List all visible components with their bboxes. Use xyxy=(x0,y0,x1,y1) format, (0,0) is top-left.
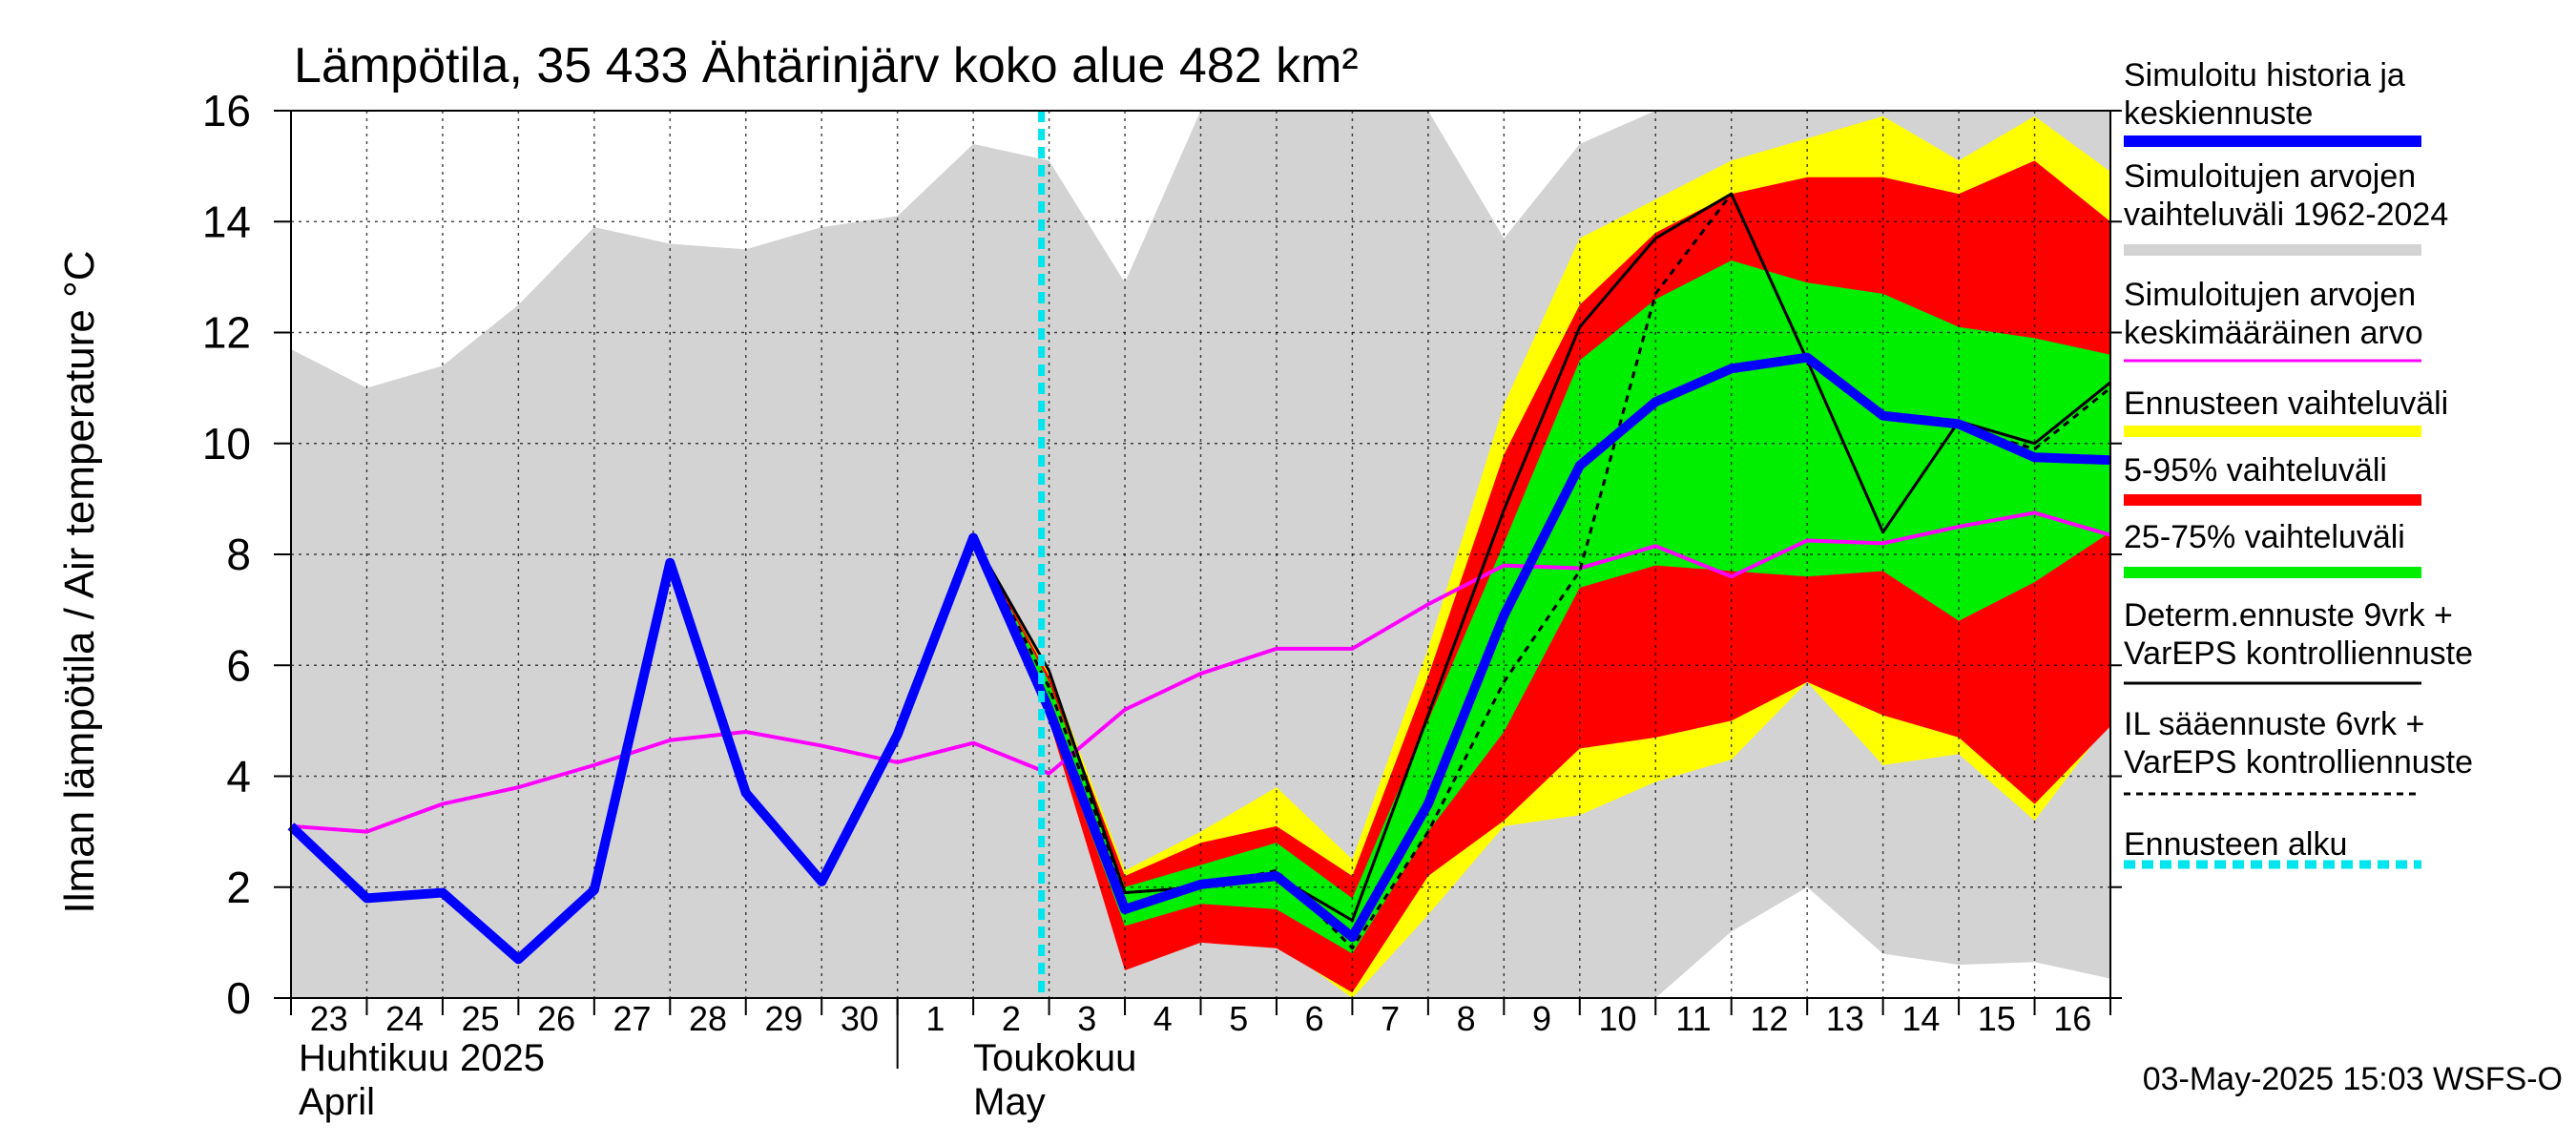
x-tick-label: 3 xyxy=(1077,999,1096,1038)
y-tick-label: 10 xyxy=(202,419,251,468)
y-tick-label: 8 xyxy=(226,530,251,579)
y-tick-label: 2 xyxy=(226,863,251,912)
legend-label: Simuloitujen arvojen xyxy=(2124,158,2416,195)
month-label-fi: Huhtikuu 2025 xyxy=(299,1037,545,1079)
y-tick-label: 4 xyxy=(226,752,251,802)
x-tick-label: 2 xyxy=(1002,999,1021,1038)
x-tick-label: 15 xyxy=(1978,999,2016,1038)
chart-title: Lämpötila, 35 433 Ähtärinjärv koko alue … xyxy=(294,38,1359,94)
month-label-fi: Toukokuu xyxy=(973,1037,1136,1079)
legend-label: Simuloitu historia ja xyxy=(2124,57,2405,94)
il-weather-forecast-line xyxy=(971,192,2111,950)
y-axis-label: Ilman lämpötila / Air temperature °C xyxy=(56,251,103,914)
legend-label: VarEPS kontrolliennuste xyxy=(2124,635,2473,672)
legend-label: keskiennuste xyxy=(2124,95,2313,132)
legend-label: vaihteluväli 1962-2024 xyxy=(2124,197,2448,233)
x-tick-label: 5 xyxy=(1229,999,1248,1038)
x-tick-label: 1 xyxy=(925,999,945,1038)
y-tick-label: 0 xyxy=(226,973,251,1023)
month-label-en: April xyxy=(299,1081,375,1123)
legend-label: Ennusteen vaihteluväli xyxy=(2124,385,2448,422)
forecast-25-75-band xyxy=(973,260,2110,954)
legend-label: Determ.ennuste 9vrk + xyxy=(2124,597,2453,634)
x-tick-label: 29 xyxy=(764,999,802,1038)
historical-mean-line xyxy=(290,510,2111,834)
x-tick-label: 16 xyxy=(2053,999,2091,1038)
month-label-en: May xyxy=(973,1081,1046,1123)
legend-label: Simuloitujen arvojen xyxy=(2124,277,2416,313)
x-tick-label: 10 xyxy=(1598,999,1636,1038)
x-tick-label: 27 xyxy=(613,999,652,1038)
x-tick-label: 8 xyxy=(1457,999,1476,1038)
legend-label: keskimääräinen arvo xyxy=(2124,315,2423,351)
x-tick-label: 4 xyxy=(1153,999,1173,1038)
forecast-25-75-area xyxy=(973,260,2110,954)
gridlines xyxy=(291,111,2110,998)
series-lines xyxy=(287,111,2111,998)
legend-label: Ennusteen alku xyxy=(2124,826,2347,863)
x-tick-label: 13 xyxy=(1826,999,1864,1038)
y-tick-label: 6 xyxy=(226,640,251,690)
legend-label: 25-75% vaihteluväli xyxy=(2124,519,2405,555)
x-tick-label: 12 xyxy=(1750,999,1788,1038)
y-tick-label: 16 xyxy=(202,86,251,135)
timestamp-label: 03-May-2025 15:03 WSFS-O xyxy=(2143,1061,2563,1097)
x-tick-label: 14 xyxy=(1901,999,1940,1038)
y-tick-label: 14 xyxy=(202,197,251,246)
legend-label: VarEPS kontrolliennuste xyxy=(2124,744,2473,781)
x-tick-label: 6 xyxy=(1305,999,1324,1038)
x-tick-label: 7 xyxy=(1381,999,1400,1038)
x-tick-label: 24 xyxy=(385,999,424,1038)
x-tick-label: 26 xyxy=(537,999,575,1038)
x-tick-label: 28 xyxy=(689,999,727,1038)
x-tick-label: 25 xyxy=(462,999,500,1038)
legend-label: 5-95% vaihteluväli xyxy=(2124,452,2387,489)
simulated-history-mean-forecast-line xyxy=(287,352,2111,965)
x-tick-label: 23 xyxy=(310,999,348,1038)
x-tick-label: 9 xyxy=(1532,999,1551,1038)
y-tick-label: 12 xyxy=(202,308,251,358)
legend-label: IL sääennuste 6vrk + xyxy=(2124,706,2424,742)
x-tick-label: 30 xyxy=(841,999,879,1038)
x-tick-label: 11 xyxy=(1675,999,1711,1038)
